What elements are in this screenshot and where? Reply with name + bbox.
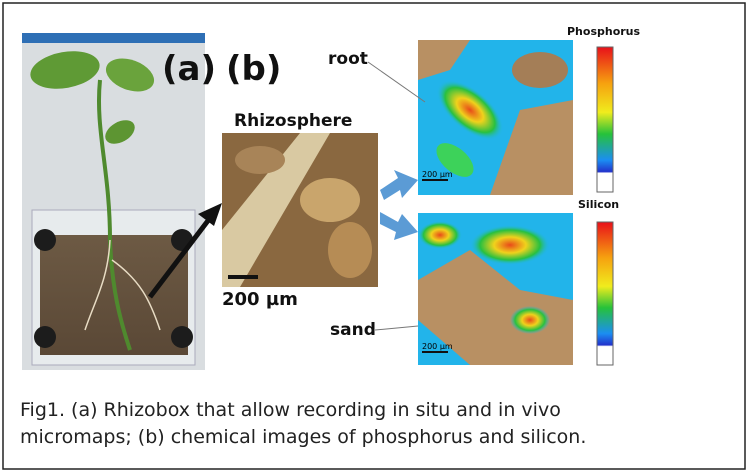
map-scale: 200 µm [422, 342, 453, 351]
panel-label: (a) [162, 49, 216, 89]
panel-label: (b) [226, 49, 281, 89]
annotation: root [328, 49, 368, 69]
map-title: Silicon [578, 198, 619, 211]
rhizosphere-photo [222, 133, 378, 287]
photo-title: Rhizosphere [234, 111, 352, 131]
scale-label: 200 µm [222, 289, 298, 310]
annotation: sand [330, 320, 376, 340]
color-bar [597, 222, 613, 365]
caption-line: micromaps; (b) chemical images of phosph… [20, 426, 586, 448]
map-title: Phosphorus [567, 25, 641, 38]
figure: (a) (b) Rhizosphere 200 µm 200 µm Phosph… [0, 0, 749, 475]
map-scale: 200 µm [422, 170, 453, 179]
caption-line: Fig1. (a) Rhizobox that allow recording … [20, 399, 561, 421]
color-bar [597, 47, 613, 192]
